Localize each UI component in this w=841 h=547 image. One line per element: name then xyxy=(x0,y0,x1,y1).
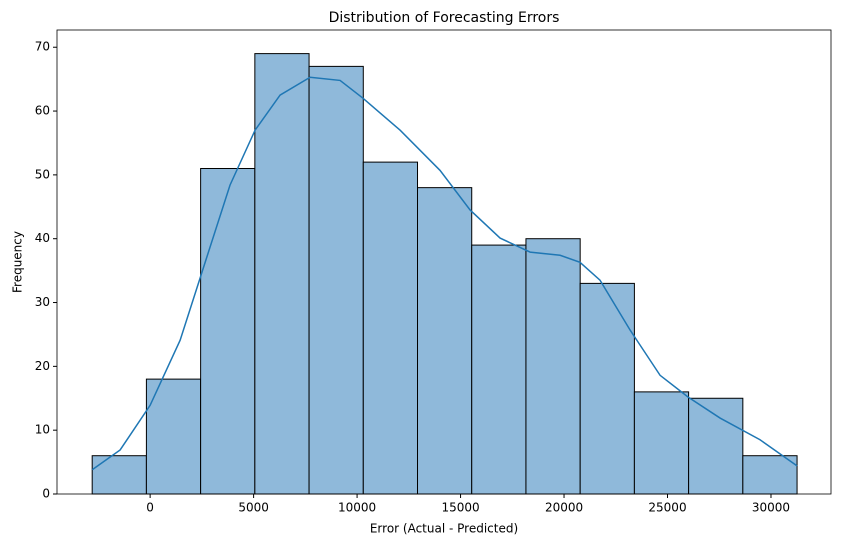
plot-frame xyxy=(56,29,832,495)
y-tick-label: 20 xyxy=(35,359,50,373)
y-tick-label: 70 xyxy=(35,40,50,54)
bar xyxy=(362,161,419,495)
x-tick-label: 10000 xyxy=(338,501,376,515)
x-tick-label: 20000 xyxy=(545,501,583,515)
bar xyxy=(308,65,364,495)
y-tick-label: 50 xyxy=(35,167,50,181)
bar xyxy=(525,238,581,495)
bar xyxy=(200,167,256,495)
x-tick-label: 0 xyxy=(146,501,154,515)
bar xyxy=(91,455,147,495)
bar xyxy=(579,282,635,495)
y-tick-label: 10 xyxy=(35,423,50,437)
x-tick-label: 5000 xyxy=(238,501,269,515)
x-tick-label: 30000 xyxy=(752,501,790,515)
bar xyxy=(254,53,310,495)
x-tick-label: 15000 xyxy=(441,501,479,515)
bar xyxy=(633,391,690,495)
y-tick-label: 60 xyxy=(35,104,50,118)
bar xyxy=(145,378,202,495)
bar xyxy=(471,244,527,495)
chart-title: Distribution of Forecasting Errors xyxy=(329,10,560,26)
x-axis-label: Error (Actual - Predicted) xyxy=(370,522,518,536)
y-tick-label: 30 xyxy=(35,295,50,309)
x-tick-label: 25000 xyxy=(648,501,686,515)
y-tick-label: 40 xyxy=(35,231,50,245)
y-axis-label: Frequency xyxy=(11,231,25,293)
kde-line xyxy=(91,76,798,471)
bar xyxy=(742,455,798,495)
bar xyxy=(417,187,473,495)
y-tick-label: 0 xyxy=(42,487,50,501)
bar xyxy=(688,397,744,495)
